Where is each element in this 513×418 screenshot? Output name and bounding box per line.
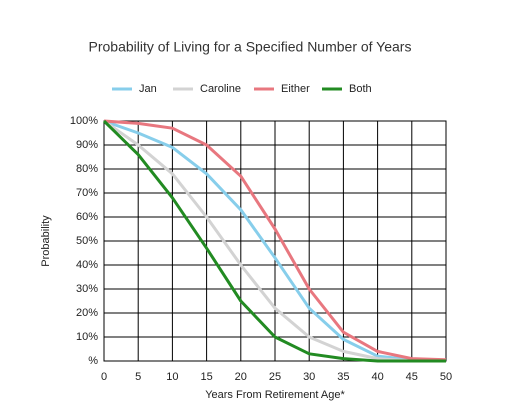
y-tick-label: 50% [76, 235, 98, 247]
legend-label: Either [281, 83, 310, 95]
y-tick-label: 80% [76, 163, 98, 175]
x-tick-label: 25 [269, 371, 281, 383]
y-tick-label: 30% [76, 283, 98, 295]
x-tick-label: 50 [440, 371, 452, 383]
legend-label: Caroline [200, 83, 241, 95]
y-tick-label: 60% [76, 211, 98, 223]
y-tick-label: 20% [76, 307, 98, 319]
x-tick-label: 20 [235, 371, 247, 383]
x-tick-label: 0 [101, 371, 107, 383]
y-tick-label: 100% [70, 115, 98, 127]
y-tick-label: 10% [76, 331, 98, 343]
series-line [102, 119, 446, 363]
y-tick-label: % [88, 355, 98, 367]
plot-border [103, 120, 447, 362]
series-line [103, 119, 447, 362]
y-tick-label: 40% [76, 259, 98, 271]
x-tick-label: 10 [166, 371, 178, 383]
legend-label: Both [349, 83, 372, 95]
x-tick-label: 45 [406, 371, 418, 383]
y-axis-label: Probability [40, 215, 52, 267]
x-tick-label: 15 [200, 371, 212, 383]
chart-title: Probability of Living for a Specified Nu… [89, 39, 412, 55]
series-line [103, 119, 447, 363]
legend-label: Jan [139, 83, 157, 95]
y-tick-label: 70% [76, 187, 98, 199]
x-tick-label: 30 [303, 371, 315, 383]
x-tick-label: 5 [135, 371, 141, 383]
y-tick-label: 90% [76, 139, 98, 151]
series-line [103, 119, 446, 363]
x-tick-label: 40 [371, 371, 383, 383]
x-tick-label: 35 [337, 371, 349, 383]
x-axis-label: Years From Retirement Age* [205, 389, 345, 401]
